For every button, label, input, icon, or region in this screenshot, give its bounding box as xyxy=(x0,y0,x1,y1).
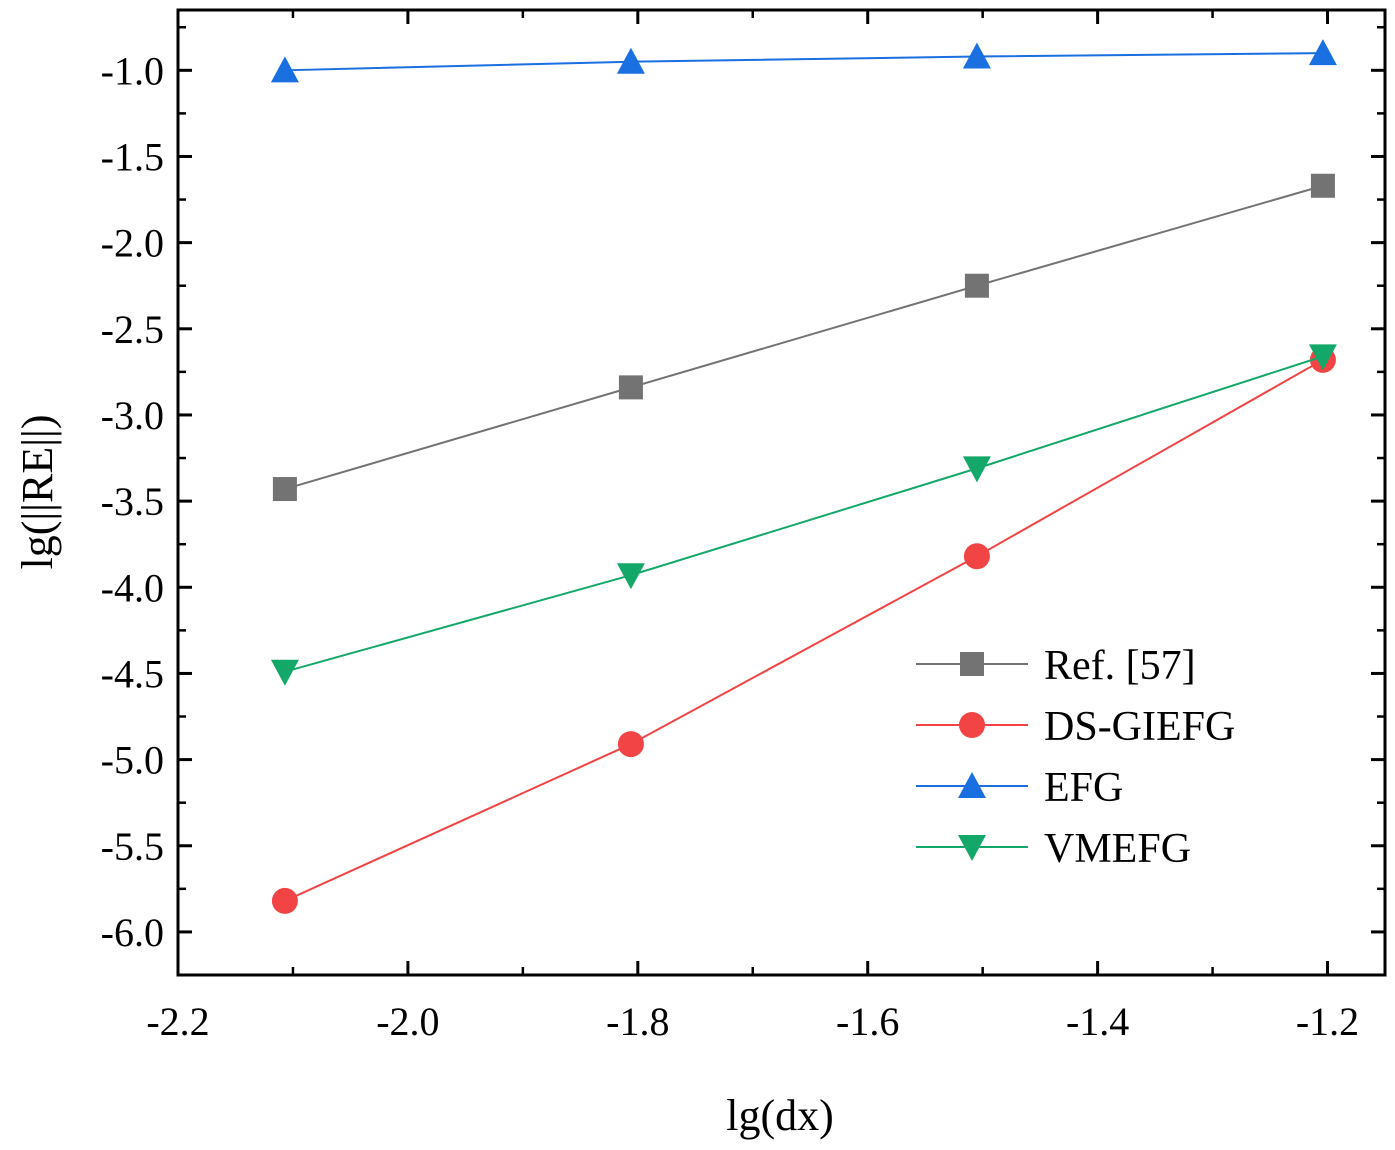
legend-label: Ref. [57] xyxy=(1044,643,1196,689)
y-axis: -1.0 -1.5 -2.0 -2.5 -3.0 -3.5 -4.0 -4.5 -5.0 -5.5… xyxy=(101,25,1385,977)
data-point-triangle-up xyxy=(1308,39,1337,66)
data-point-square xyxy=(964,273,989,298)
legend: Ref. [57] DS-GIEFG EFG VMEFG xyxy=(916,643,1235,872)
data-point-triangle-up xyxy=(270,56,299,83)
data-point-triangle-up xyxy=(616,47,645,74)
y-tick-label: -2.0 xyxy=(101,221,164,266)
y-axis-title: lg(||RE||) xyxy=(13,415,62,570)
data-point-triangle-down xyxy=(1308,344,1337,371)
x-tick-label: -1.2 xyxy=(1296,999,1359,1044)
plot-area xyxy=(270,39,1337,914)
x-tick-label: -1.4 xyxy=(1066,999,1129,1044)
y-tick-label: -2.5 xyxy=(101,307,164,352)
legend-item: Ref. [57] xyxy=(916,643,1196,689)
data-point-square xyxy=(960,652,984,676)
legend-label: DS-GIEFG xyxy=(1044,704,1235,750)
data-point-circle xyxy=(271,887,298,914)
y-tick-label: -4.5 xyxy=(101,651,164,696)
x-tick-label: -2.2 xyxy=(146,999,209,1044)
data-point-square xyxy=(618,375,643,400)
series-line xyxy=(284,355,1324,673)
y-tick-label: -5.0 xyxy=(101,738,164,783)
x-axis: -2.2 -2.0 -1.8 -1.6 -1.4 -1.2 xyxy=(146,10,1359,1044)
x-tick-label: -1.8 xyxy=(606,999,669,1044)
data-point-circle xyxy=(617,731,644,758)
data-point-triangle-up xyxy=(962,42,991,69)
y-tick-label: -4.0 xyxy=(101,565,164,610)
series-line xyxy=(284,52,1323,72)
y-tick-label: -6.0 xyxy=(101,910,164,955)
legend-label: VMEFG xyxy=(1044,826,1191,872)
series-line xyxy=(284,184,1324,491)
data-point-square xyxy=(1310,173,1335,198)
legend-label: EFG xyxy=(1044,765,1123,811)
legend-item: EFG xyxy=(916,765,1123,811)
data-point-square xyxy=(272,477,297,502)
series-line xyxy=(284,358,1324,902)
data-point-triangle-down xyxy=(958,835,986,861)
series-ref-57 xyxy=(272,173,1335,502)
data-point-triangle-down xyxy=(962,456,991,483)
data-point-triangle-down xyxy=(270,659,299,686)
x-tick-label: -1.6 xyxy=(836,999,899,1044)
legend-item: DS-GIEFG xyxy=(916,704,1235,750)
data-point-circle xyxy=(963,543,990,570)
y-tick-label: -1.5 xyxy=(101,134,164,179)
y-tick-label: -5.5 xyxy=(101,824,164,869)
series-vmefg xyxy=(270,344,1337,686)
x-tick-label: -2.0 xyxy=(376,999,439,1044)
y-tick-label: -3.0 xyxy=(101,393,164,438)
y-tick-label: -1.0 xyxy=(101,48,164,93)
plot-frame xyxy=(176,8,1387,977)
data-point-triangle-up xyxy=(958,772,986,798)
data-point-circle xyxy=(959,712,985,738)
data-point-triangle-down xyxy=(616,563,645,590)
y-tick-label: -3.5 xyxy=(101,479,164,524)
x-axis-title: lg(dx) xyxy=(726,1091,834,1140)
series-efg xyxy=(270,39,1337,83)
legend-item: VMEFG xyxy=(916,826,1191,872)
